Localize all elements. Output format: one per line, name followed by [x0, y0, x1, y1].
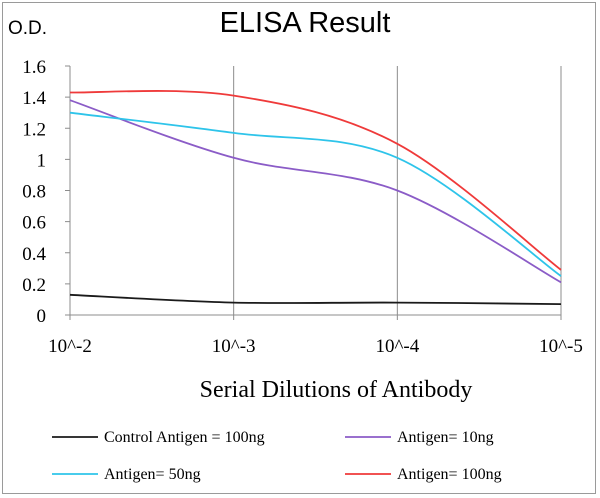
- series-line-1: [69, 99, 562, 284]
- series-line-0: [69, 293, 562, 305]
- y-tick-label: 0.4: [22, 244, 46, 265]
- y-tick-label: 0: [37, 306, 47, 327]
- x-tick-label: 10^-5: [539, 336, 583, 357]
- y-tick-label: 1.6: [22, 57, 46, 78]
- y-tick-label: 1.2: [22, 119, 46, 140]
- x-tick-labels: 10^-2 10^-3 10^-4 10^-5: [48, 336, 583, 357]
- legend-label-3: Antigen= 100ng: [397, 466, 502, 483]
- axes: [65, 65, 562, 320]
- x-axis-label: Serial Dilutions of Antibody: [200, 377, 473, 403]
- legend-label-1: Antigen= 10ng: [397, 429, 494, 446]
- series-line-2: [69, 111, 562, 277]
- y-tick-label: 0.6: [22, 213, 46, 234]
- series-line-3: [69, 90, 562, 271]
- legend-label-2: Antigen= 50ng: [104, 466, 201, 483]
- y-axis-label: O.D.: [8, 18, 47, 39]
- x-tick-label: 10^-3: [212, 336, 256, 357]
- y-tick-label: 1.4: [22, 88, 46, 109]
- x-tick-label: 10^-4: [375, 336, 419, 357]
- y-tick-label: 0.8: [22, 182, 46, 203]
- chart-title: ELISA Result: [220, 7, 391, 39]
- y-tick-labels: 0 0.2 0.4 0.6 0.8 1 1.2 1.4 1.6: [22, 57, 46, 327]
- series-lines: [69, 90, 562, 305]
- y-tick-label: 1: [37, 150, 47, 171]
- legend: Control Antigen = 100ng Antigen= 10ng Anti…: [52, 429, 502, 483]
- legend-label-0: Control Antigen = 100ng: [104, 429, 265, 446]
- x-tick-label: 10^-2: [48, 336, 92, 357]
- y-tick-label: 0.2: [22, 275, 46, 296]
- chart-frame: [2, 2, 596, 494]
